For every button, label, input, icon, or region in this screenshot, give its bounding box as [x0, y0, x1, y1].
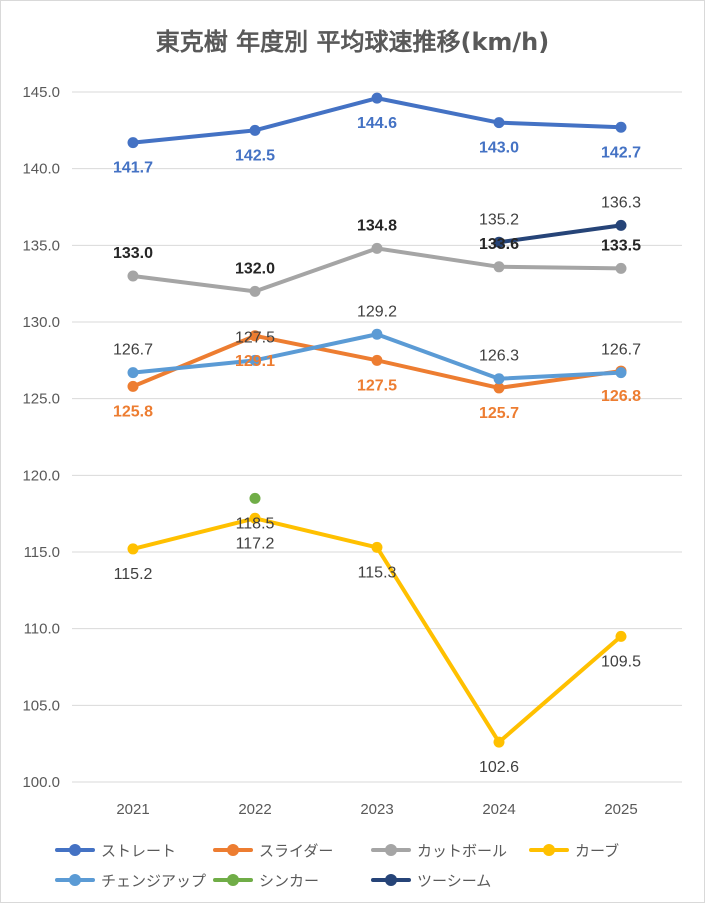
data-label: 126.7 [113, 342, 153, 359]
data-label: 115.2 [114, 566, 153, 583]
legend-item: ツーシーム [371, 868, 491, 892]
data-point [371, 354, 383, 366]
legend-item: チェンジアップ [55, 868, 206, 892]
data-label: 136.3 [601, 194, 641, 211]
chart-title: 東克樹 年度別 平均球速推移(km/h) [155, 28, 550, 56]
data-label: 133.0 [113, 245, 153, 262]
data-point [615, 630, 627, 642]
y-tick-label: 105.0 [22, 697, 60, 714]
data-label: 127.5 [357, 377, 397, 394]
legend-swatch [55, 843, 95, 857]
y-tick-label: 120.0 [22, 467, 60, 484]
data-label: 144.6 [357, 115, 397, 132]
data-point [249, 124, 261, 136]
legend-label: シンカー [259, 871, 320, 890]
data-point [127, 543, 139, 555]
legend-swatch [371, 843, 411, 857]
y-tick-label: 115.0 [24, 544, 60, 561]
data-point [127, 137, 139, 149]
data-point [493, 373, 505, 385]
legend-label: ツーシーム [417, 871, 492, 890]
data-point [249, 354, 261, 366]
data-label: 142.7 [601, 144, 641, 161]
data-point [371, 92, 383, 104]
data-label: 141.7 [113, 160, 153, 177]
legend-swatch [529, 843, 569, 857]
legend-label: カーブ [575, 841, 620, 860]
legend-item: ストレート [55, 838, 176, 862]
legend-label: カットボール [417, 841, 508, 860]
y-tick-label: 135.0 [22, 237, 60, 254]
data-label: 125.7 [479, 405, 519, 422]
data-label: 135.2 [479, 211, 519, 228]
data-label: 117.2 [236, 535, 275, 552]
legend-item: スライダー [213, 838, 333, 862]
data-point [615, 219, 627, 231]
data-point [127, 367, 139, 379]
data-label: 129.2 [357, 303, 397, 320]
data-point [493, 261, 505, 273]
legend-swatch [55, 873, 95, 887]
data-point [615, 121, 627, 133]
data-label: 126.7 [601, 342, 641, 359]
y-tick-label: 145.0 [22, 84, 60, 101]
legend-item: シンカー [213, 868, 319, 892]
legend-label: スライダー [259, 841, 334, 860]
data-label: 125.8 [113, 403, 153, 420]
x-tick-label: 2025 [604, 801, 637, 818]
x-tick-label: 2021 [116, 801, 149, 818]
data-point [249, 285, 261, 297]
data-label: 133.5 [601, 237, 641, 254]
data-point [493, 736, 505, 748]
data-label: 143.0 [479, 140, 519, 157]
x-tick-label: 2023 [360, 801, 393, 818]
data-point [371, 541, 383, 553]
legend-item: カットボール [371, 838, 507, 862]
series-line [131, 246, 623, 294]
legend-item: カーブ [529, 838, 619, 862]
series-line [497, 223, 623, 245]
legend-swatch [371, 873, 411, 887]
data-point [493, 117, 505, 129]
data-point [615, 262, 627, 274]
data-point [127, 270, 139, 282]
y-tick-label: 130.0 [22, 314, 60, 331]
data-label: 109.5 [601, 653, 641, 670]
data-label: 115.3 [358, 564, 397, 581]
y-tick-label: 110.0 [24, 621, 60, 638]
data-point [249, 512, 261, 524]
data-label: 134.8 [357, 217, 397, 234]
data-label: 127.5 [235, 329, 275, 346]
legend-label: チェンジアップ [101, 871, 207, 890]
data-label: 142.5 [235, 147, 275, 164]
data-point [249, 330, 261, 342]
data-label: 133.6 [479, 236, 519, 253]
x-tick-label: 2024 [482, 801, 515, 818]
data-point [249, 492, 261, 504]
y-tick-label: 140.0 [22, 161, 60, 178]
x-tick-label: 2022 [238, 801, 271, 818]
data-label: 129.1 [235, 353, 275, 370]
data-point [371, 328, 383, 340]
y-tick-label: 100.0 [22, 774, 60, 791]
legend-swatch [213, 873, 253, 887]
data-label: 118.5 [236, 515, 275, 532]
data-point [371, 242, 383, 254]
data-point [493, 236, 505, 248]
data-label: 126.8 [601, 388, 641, 405]
data-point [615, 367, 627, 379]
legend-label: ストレート [101, 841, 177, 860]
data-label: 102.6 [479, 759, 519, 776]
data-label: 132.0 [235, 260, 275, 277]
data-label: 126.3 [479, 348, 519, 365]
data-point [493, 382, 505, 394]
data-point [127, 380, 139, 392]
legend-swatch [213, 843, 253, 857]
y-tick-label: 125.0 [22, 391, 60, 408]
